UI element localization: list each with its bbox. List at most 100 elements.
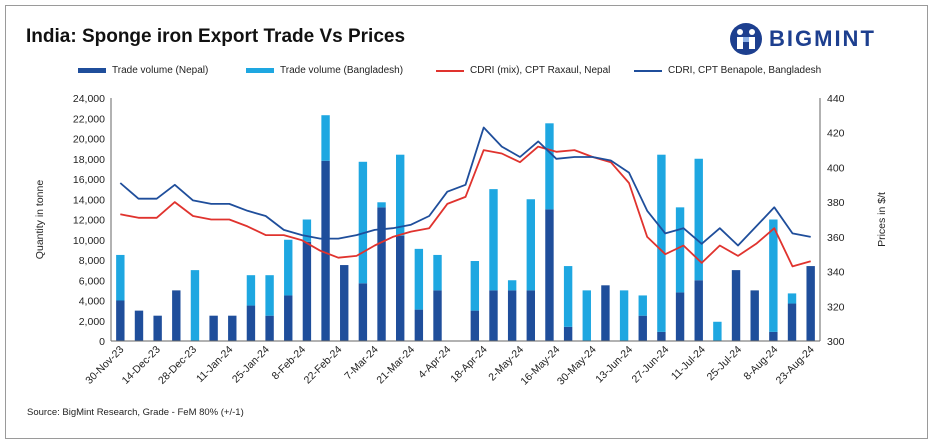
bar-nepal (563, 326, 573, 341)
bar-bangladesh (190, 270, 200, 341)
bar-bangladesh (395, 154, 405, 236)
line-benapole-price (119, 126, 811, 247)
bar-nepal (489, 290, 498, 341)
y2-axis-title: Prices in $/t (876, 192, 888, 247)
bar-bangladesh (675, 207, 685, 293)
brand-logo: BIGMINT (729, 22, 876, 56)
bar-bangladesh (302, 219, 312, 242)
bar-bangladesh (246, 275, 256, 306)
bar-bangladesh (769, 219, 778, 332)
y-tick-label: 4,000 (79, 296, 105, 308)
bar-nepal (321, 160, 330, 341)
bar-nepal (228, 315, 237, 341)
bar-bangladesh (321, 115, 330, 161)
y-tick-label: 12,000 (73, 215, 105, 227)
bar-bangladesh (489, 189, 498, 291)
bar-bangladesh (526, 199, 536, 291)
x-tick-label: 4-Apr-24 (416, 344, 453, 381)
y-tick-label: 10,000 (73, 235, 105, 247)
legend-label: CDRI, CPT Benapole, Bangladesh (668, 65, 822, 76)
bar-nepal (433, 290, 442, 341)
chart-title: India: Sponge iron Export Trade Vs Price… (26, 26, 406, 47)
bar-bangladesh (507, 280, 517, 291)
bar-bangladesh (284, 239, 293, 296)
y2-tick-label: 300 (827, 336, 845, 348)
bar-bangladesh (582, 290, 591, 341)
legend-item-raxaul-price: CDRI (mix), CPT Raxaul, Nepal (436, 65, 610, 76)
x-tick-label: 25-Jul-24 (705, 344, 745, 384)
y2-tick-label: 380 (827, 197, 845, 209)
brand-name: BIGMINT (769, 26, 876, 51)
bar-bangladesh (563, 266, 573, 327)
y-tick-label: 24,000 (73, 93, 105, 105)
bar-bangladesh (377, 202, 386, 208)
bar-nepal (657, 331, 666, 341)
x-tick-label: 18-Apr-24 (448, 344, 490, 386)
bar-nepal (340, 265, 349, 341)
bar-nepal (153, 315, 162, 341)
bar-nepal (731, 270, 741, 341)
bar-bangladesh (358, 161, 368, 284)
x-tick-label: 27-Jun-24 (630, 344, 672, 386)
y-tick-label: 8,000 (79, 255, 105, 267)
x-tick-label: 28-Dec-23 (156, 344, 199, 387)
y-axis-title: Quantity in tonne (34, 180, 46, 260)
y2-tick-label: 360 (827, 232, 845, 244)
y-tick-label: 2,000 (79, 316, 105, 328)
legend-swatch (78, 68, 106, 73)
legend-swatch (436, 69, 464, 72)
y-tick-label: 18,000 (73, 154, 105, 166)
x-tick-label: 14-Dec-23 (120, 344, 163, 387)
legend-item-benapole-price: CDRI, CPT Benapole, Bangladesh (634, 65, 821, 76)
x-tick-label: 30-May-24 (555, 344, 599, 388)
y2-tick-label: 440 (827, 93, 845, 105)
y-tick-label: 6,000 (79, 275, 105, 287)
bar-nepal (414, 309, 424, 341)
bar-nepal (507, 290, 517, 341)
legend-label: CDRI (mix), CPT Raxaul, Nepal (470, 65, 611, 76)
legend-label: Trade volume (Nepal) (112, 65, 209, 76)
bar-bangladesh (619, 290, 629, 341)
x-tick-label: 21-Mar-24 (374, 344, 417, 387)
bar-nepal (675, 292, 685, 341)
brand-logo-icon (730, 23, 762, 55)
bar-nepal (806, 266, 815, 341)
bar-nepal (116, 300, 125, 341)
bar-nepal (694, 280, 703, 341)
x-tick-label: 30-Nov-23 (83, 344, 126, 387)
bar-nepal (787, 303, 797, 341)
x-tick-label: 25-Jan-24 (230, 344, 272, 386)
x-tick-label: 11-Jan-24 (194, 344, 235, 385)
bar-bangladesh (787, 293, 797, 304)
bar-nepal (284, 295, 293, 341)
bar-bangladesh (694, 158, 703, 281)
legend-item-nepal-volume: Trade volume (Nepal) (78, 65, 208, 76)
y2-tick-label: 320 (827, 301, 845, 313)
bar-nepal (134, 310, 144, 341)
bar-nepal (601, 285, 610, 341)
bar-bangladesh (470, 261, 480, 311)
bar-nepal (526, 290, 536, 341)
bar-nepal (769, 331, 778, 341)
legend-item-bangladesh-volume: Trade volume (Bangladesh) (246, 65, 403, 76)
bar-nepal (172, 290, 181, 341)
bar-bangladesh (116, 254, 125, 301)
chart-frame (5, 5, 928, 439)
source-note: Source: BigMint Research, Grade - FeM 80… (27, 407, 244, 418)
bar-nepal (246, 305, 256, 341)
chart-legend: Trade volume (Nepal) Trade volume (Bangl… (78, 65, 918, 81)
legend-label: Trade volume (Bangladesh) (280, 65, 404, 76)
y-tick-label: 22,000 (73, 113, 105, 125)
bar-nepal (638, 315, 647, 341)
bar-nepal (395, 235, 405, 341)
y-tick-label: 14,000 (73, 194, 105, 206)
x-tick-label: 11-Jul-24 (669, 344, 708, 383)
y2-tick-label: 420 (827, 128, 845, 140)
bar-bangladesh (657, 154, 666, 332)
x-tick-label: 13-Jun-24 (593, 344, 635, 386)
x-tick-label: 23-Aug-24 (774, 344, 817, 387)
x-tick-label: 22-Feb-24 (302, 344, 345, 387)
bar-nepal (750, 290, 759, 341)
y-tick-label: 20,000 (73, 134, 105, 146)
